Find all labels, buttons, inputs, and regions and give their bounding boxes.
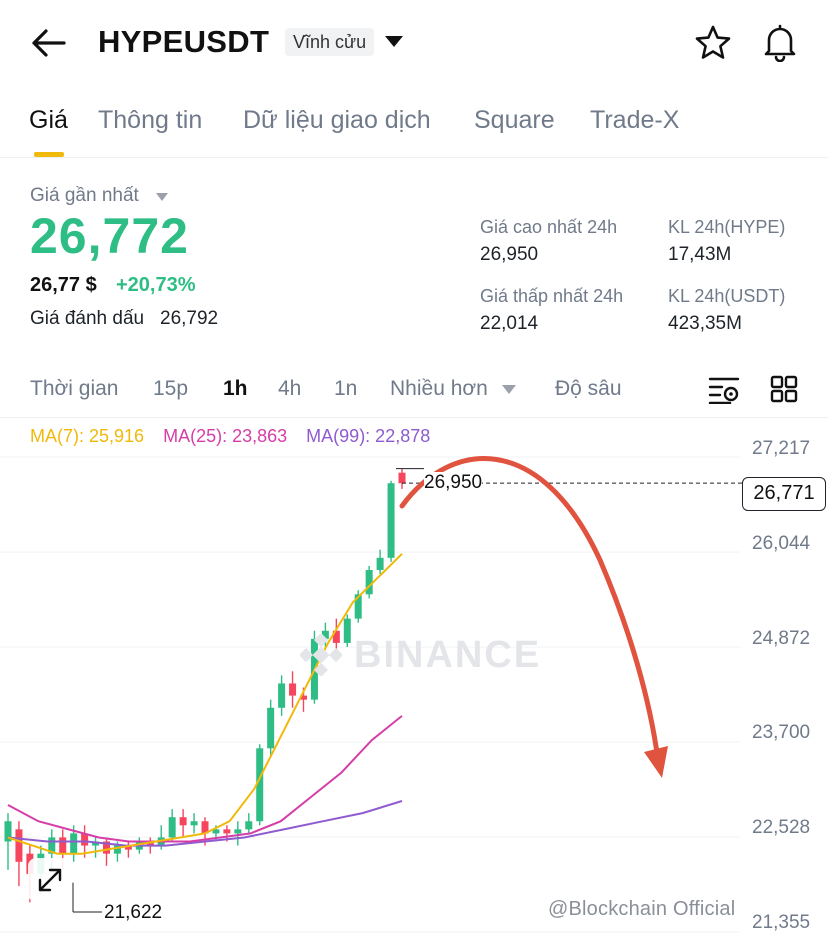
y-axis-label: 27,217 [752,438,811,459]
low-marker-label: 21,622 [104,902,163,923]
vol-usdt-label: KL 24h(USDT) [668,286,786,306]
ma7-line [7,553,403,855]
indicator-settings-icon[interactable] [708,376,740,404]
expand-chart-icon[interactable] [28,858,72,902]
arrowhead-icon [644,746,668,778]
candle-up [321,630,329,639]
back-arrow-icon[interactable] [30,28,66,58]
vol-usdt-value: 423,35M [668,313,742,334]
interval-1h[interactable]: 1h [223,377,248,400]
candle-up [212,829,220,834]
y-axis-label: 24,872 [752,628,811,649]
high-24h-value: 26,950 [480,244,539,265]
high-marker-label: 26,950 [424,472,483,494]
vol-hype-label: KL 24h(HYPE) [668,217,786,237]
tab-square[interactable]: Square [474,106,555,134]
candle-up [48,837,56,854]
ma99-line [7,800,403,847]
y-axis-label: 22,528 [752,817,811,838]
usd-price: 26,77 $ [30,274,97,296]
downtrend-arrow [399,456,661,763]
interval-time[interactable]: Thời gian [30,377,119,400]
interval-1d[interactable]: 1n [334,377,358,400]
candle-down [332,630,340,643]
candle-up [92,841,100,846]
ma25-label: MA(25): 23,863 [163,426,288,446]
ma-legend: MA(7): 25,916 MA(25): 23,863 MA(99): 22,… [30,426,430,447]
candle-up [168,817,176,838]
last-price: 26,772 [30,208,189,264]
candle-down [103,841,110,854]
vol-hype-value: 17,43M [668,244,732,265]
low-24h-label: Giá thấp nhất 24h [480,286,624,306]
candle-up [245,821,253,830]
last-price-label[interactable]: Giá gần nhất [30,185,139,206]
candle-down [124,845,132,850]
candle-up [354,594,362,619]
tab-trading-data[interactable]: Dữ liệu giao dịch [243,106,431,134]
candle-down [179,817,187,826]
depth-tab[interactable]: Độ sâu [555,377,622,400]
candle-down [289,683,297,696]
y-axis-label: 26,044 [752,533,811,554]
candle-up [278,683,286,708]
candle-up [376,557,384,570]
binance-watermark: BINANCE [354,634,542,676]
candle-down [15,829,23,862]
bell-icon[interactable] [760,22,800,62]
current-price-tag: 26,771 [742,477,826,511]
candle-up [387,483,395,558]
low-24h-value: 22,014 [480,313,539,334]
contract-type-badge[interactable]: Vĩnh cửu [285,28,375,56]
candle-down [201,821,209,834]
symbol-title[interactable]: HYPEUSDT [98,24,270,59]
divider [0,157,828,158]
interval-more[interactable]: Nhiều hơn [390,377,488,400]
candle-down [146,841,154,846]
corner-watermark: @Blockchain Official [548,898,736,920]
candle-down [59,837,67,854]
change-percent: +20,73% [116,274,196,296]
high-24h-label: Giá cao nhất 24h [480,217,618,237]
caret-down-icon[interactable] [502,385,516,394]
caret-down-icon[interactable] [156,193,168,201]
candle-up [70,833,78,854]
binance-logo-icon [300,634,342,676]
star-icon[interactable] [694,24,732,62]
ma25-line [7,715,403,843]
ma7-label: MA(7): 25,916 [30,426,145,446]
ma99-label: MA(99): 22,878 [306,426,431,446]
candle-up [365,569,373,595]
candlestick-chart[interactable] [0,418,828,936]
candle-up [234,829,242,834]
layout-grid-icon[interactable] [770,375,798,403]
interval-15m[interactable]: 15p [153,377,189,400]
candle-up [267,707,275,749]
tab-price[interactable]: Giá [29,106,68,134]
candle-up [343,618,351,643]
active-tab-indicator [34,152,64,157]
candle-down [300,695,307,700]
mark-price: 26,792 [160,308,219,329]
y-axis-label: 21,355 [752,912,811,933]
candle-up [256,748,264,822]
candle-down [223,829,231,834]
y-axis-label: 23,700 [752,722,811,743]
candle-up [4,821,12,842]
interval-4h[interactable]: 4h [278,377,302,400]
tab-trade-x[interactable]: Trade-X [590,106,680,134]
candle-up [190,821,198,826]
divider [0,417,828,418]
tab-info[interactable]: Thông tin [98,106,203,134]
candle-down [81,833,89,846]
chevron-down-icon[interactable] [385,36,403,47]
candle-up [113,845,121,854]
mark-price-label: Giá đánh dấu [30,308,145,329]
candle-down [398,472,406,484]
